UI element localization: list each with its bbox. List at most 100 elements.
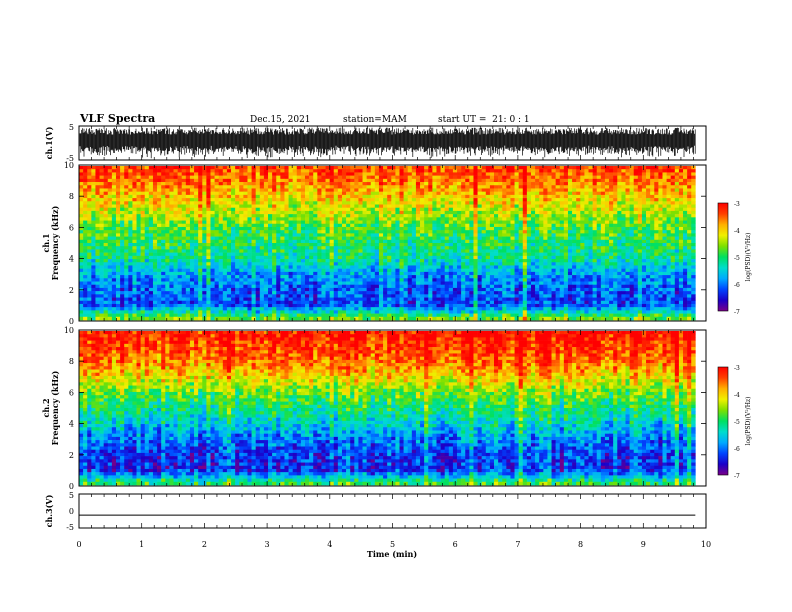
spectrogram-cell	[157, 265, 162, 269]
spectrogram-cell	[411, 259, 417, 263]
spectrogram-cell	[543, 172, 548, 176]
spectrogram-cell	[428, 191, 433, 196]
spectrogram-cell	[313, 201, 318, 205]
spectrogram-cell	[563, 233, 569, 237]
spectrogram-cell	[321, 239, 326, 244]
spectrogram-cell	[600, 268, 606, 273]
spectrogram-cell	[596, 217, 602, 221]
spectrogram-cell	[83, 207, 88, 212]
spectrogram-cell	[494, 185, 499, 189]
spectrogram-cell	[387, 230, 392, 234]
spectrogram-cell	[428, 233, 433, 237]
spectrogram-cell	[292, 246, 298, 250]
spectrogram-cell	[452, 249, 458, 253]
spectrogram-cell	[202, 252, 207, 257]
spectrogram-cell	[444, 210, 450, 215]
spectrogram-cell	[169, 268, 174, 273]
spectrogram-cell	[407, 226, 413, 231]
spectrogram-cell	[424, 169, 429, 173]
spectrogram-cell	[144, 182, 150, 186]
spectrogram-cell	[292, 166, 298, 170]
spectrogram-cell	[243, 188, 248, 192]
spectrogram-cell	[91, 201, 96, 205]
spectrogram-cell	[526, 172, 532, 176]
spectrogram-cell	[161, 243, 166, 247]
spectrogram-cell	[633, 198, 639, 202]
spectrogram-cell	[259, 191, 265, 196]
spectrogram-cell	[473, 249, 478, 253]
spectrogram-cell	[185, 166, 191, 170]
spectrogram-cell	[120, 166, 125, 170]
spectrogram-cell	[399, 198, 404, 202]
spectrogram-cell	[79, 172, 84, 176]
spectrogram-cell	[276, 252, 281, 257]
spectrogram-cell	[461, 255, 466, 260]
spectrogram-cell	[572, 204, 577, 209]
spectrogram-cell	[83, 191, 88, 196]
spectrogram-cell	[617, 220, 622, 225]
spectrogram-cell	[202, 265, 207, 269]
spectrogram-cell	[547, 214, 552, 218]
spectrogram-cell	[169, 265, 174, 269]
spectrogram-cell	[284, 182, 289, 186]
spectrogram-cell	[218, 255, 224, 260]
spectrogram-cell	[502, 185, 507, 189]
spectrogram-cell	[87, 172, 92, 176]
spectrogram-cell	[617, 217, 622, 221]
spectrogram-cell	[498, 243, 503, 247]
spectrogram-cell	[321, 207, 326, 212]
spectrogram-cell	[436, 175, 441, 180]
spectrogram-cell	[498, 265, 503, 269]
spectrogram-cell	[132, 252, 137, 257]
spectrogram-cell	[325, 236, 330, 241]
spectrogram-cell	[522, 217, 528, 221]
spectrogram-cell	[300, 214, 306, 218]
spectrogram-cell	[317, 233, 322, 237]
spectrogram-cell	[231, 220, 236, 225]
spectrogram-cell	[518, 175, 524, 180]
spectrogram-cell	[111, 198, 117, 202]
spectrogram-cell	[633, 172, 639, 176]
spectrogram-cell	[284, 204, 289, 209]
spectrogram-cell	[226, 210, 232, 215]
spectrogram-cell	[580, 265, 585, 269]
spectrogram-cell	[263, 223, 269, 228]
spectrogram-cell	[198, 198, 203, 202]
spectrogram-cell	[214, 198, 220, 202]
spectrogram-cell	[617, 178, 622, 183]
spectrogram-cell	[658, 268, 663, 273]
spectrogram-cell	[584, 210, 589, 215]
spectrogram-cell	[185, 252, 191, 257]
spectrogram-cell	[641, 220, 647, 225]
spectrogram-cell	[530, 169, 536, 173]
spectrogram-cell	[210, 172, 215, 176]
spectrogram-cell	[202, 217, 207, 221]
spectrogram-cell	[567, 207, 573, 212]
spectrogram-cell	[194, 201, 199, 205]
spectrogram-cell	[666, 198, 671, 202]
spectrogram-cell	[91, 188, 96, 192]
spectrogram-cell	[370, 201, 376, 205]
spectrogram-cell	[452, 220, 458, 225]
spectrogram-cell	[87, 201, 92, 205]
spectrogram-cell	[346, 169, 351, 173]
spectrogram-cell	[337, 226, 343, 231]
spectrogram-cell	[136, 172, 141, 176]
spectrogram-cell	[395, 233, 400, 237]
spectrogram-cell	[313, 223, 318, 228]
spectrogram-cell	[247, 188, 252, 192]
spectrogram-cell	[469, 204, 474, 209]
spectrogram-cell	[625, 201, 630, 205]
spectrogram-cell	[95, 169, 100, 173]
spectrogram-cell	[157, 239, 162, 244]
spectrogram-cell	[325, 188, 330, 192]
spectrogram-cell	[506, 268, 511, 273]
spectrogram-cell	[436, 246, 441, 250]
spectrogram-cell	[683, 188, 688, 192]
spectrogram-cell	[510, 172, 515, 176]
spectrogram-cell	[395, 169, 400, 173]
spectrogram-cell	[333, 262, 339, 266]
spectrogram-cell	[173, 262, 178, 266]
spectrogram-cell	[526, 249, 532, 253]
spectrogram-cell	[218, 182, 224, 186]
